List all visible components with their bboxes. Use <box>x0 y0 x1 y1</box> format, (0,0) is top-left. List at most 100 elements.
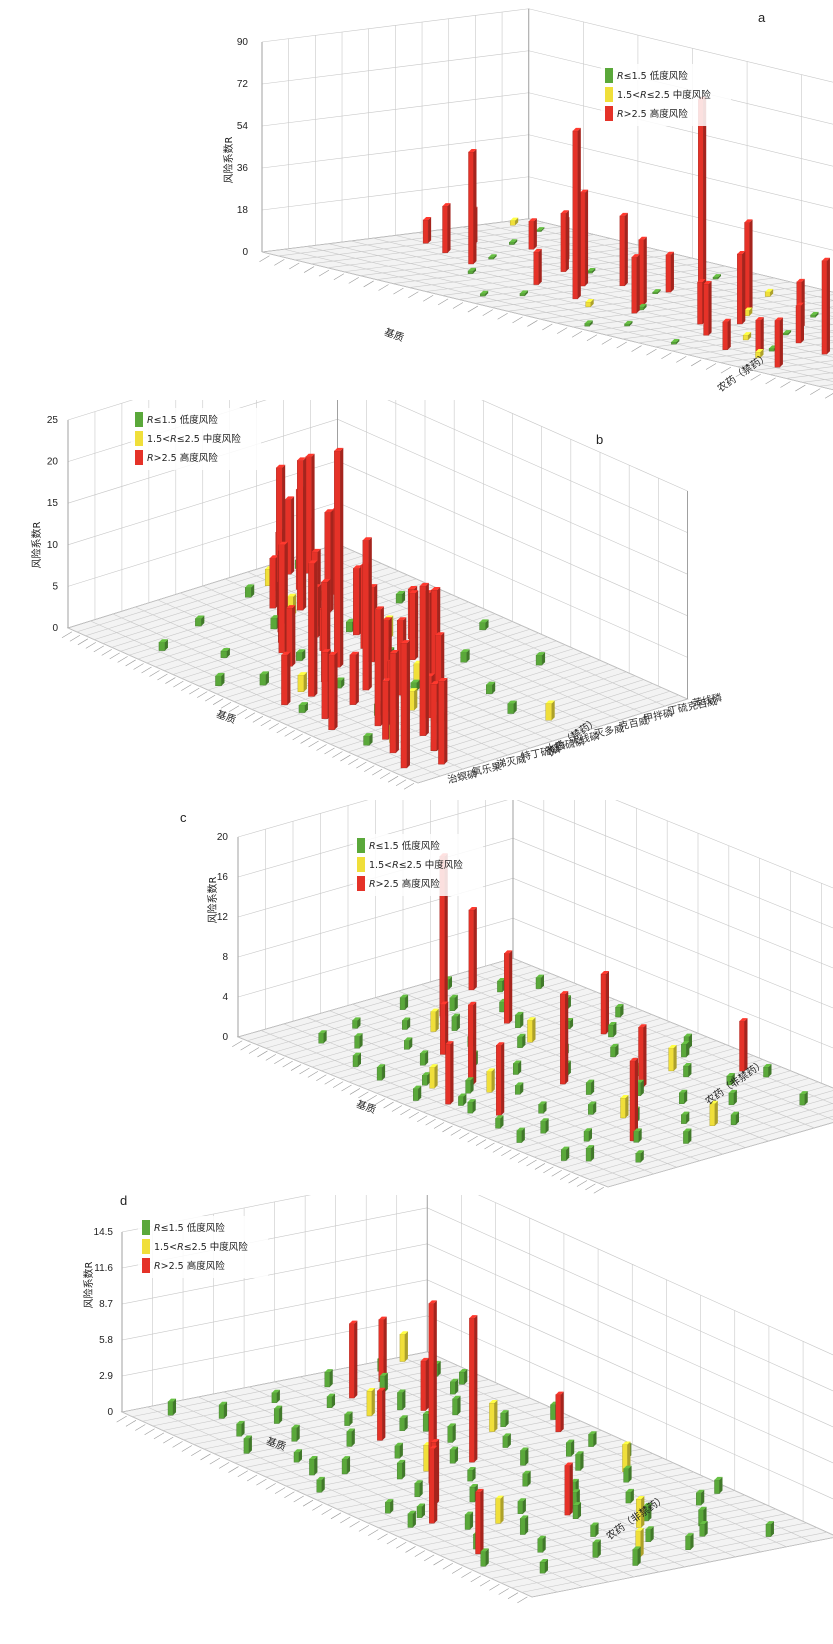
x-category-tick <box>268 723 279 730</box>
bar-top-face <box>321 579 331 583</box>
bar-side-face <box>419 1480 423 1497</box>
bar-side-face <box>566 1146 570 1161</box>
bar-front-face <box>395 593 403 604</box>
bar-top-face <box>259 671 269 675</box>
bar-side-face <box>298 1449 302 1463</box>
bar-top-face <box>495 1115 504 1119</box>
bar-side-face <box>340 447 344 668</box>
bar-front-face <box>516 1130 523 1143</box>
bar-side-face <box>449 976 452 990</box>
x-category-tick <box>586 334 598 342</box>
bar-high <box>722 318 731 350</box>
legend-label-mid: 1.5<R≤2.5 中度风险 <box>369 859 463 871</box>
x-category-tick <box>173 680 184 688</box>
bar-high <box>560 991 569 1085</box>
bar-low <box>395 590 406 604</box>
bar-front-face <box>376 1067 383 1081</box>
bar-low <box>404 1037 413 1050</box>
bar-top-face <box>633 1128 642 1132</box>
legend-swatch-mid <box>357 857 365 872</box>
x-category-tick <box>387 775 399 783</box>
bar-side-face <box>201 615 205 627</box>
x-category-tick <box>348 277 359 284</box>
bar-top-face <box>783 330 792 334</box>
bar-top-face <box>625 1488 634 1492</box>
bar-top-face <box>480 290 489 294</box>
legend-swatch-low <box>135 412 143 427</box>
bar-front-face <box>587 270 593 274</box>
bar-front-face <box>419 585 427 736</box>
x-category-tick <box>492 1146 504 1153</box>
bar-side-face <box>571 1439 575 1457</box>
legend-label-low: R≤1.5 低度风险 <box>147 414 218 426</box>
x-category-tick <box>200 1453 211 1461</box>
y-tick-label: 15 <box>47 498 59 509</box>
bar-top-face <box>515 1011 524 1015</box>
bar-top-face <box>420 1050 429 1054</box>
bar-front-face <box>297 674 305 693</box>
bar-low <box>296 649 306 661</box>
x-category-tick <box>482 309 493 316</box>
x-category-tick <box>289 262 300 270</box>
x-category-tick <box>467 1135 478 1143</box>
x-category-tick <box>316 744 327 751</box>
bar-front-face <box>468 1004 474 1086</box>
legend: R≤1.5 低度风险 1.5<R≤2.5 中度风险 R>2.5 高度风险 <box>138 1216 268 1278</box>
x-category-tick <box>442 1125 453 1133</box>
bar-top-face <box>636 1496 645 1500</box>
bar-front-face <box>324 1371 330 1388</box>
bar-front-face <box>420 1360 427 1411</box>
bar-top-face <box>684 1033 692 1037</box>
legend-swatch-high <box>135 450 143 465</box>
legend-label-high: R>2.5 高度风险 <box>369 878 440 890</box>
x-category-tick <box>780 381 791 388</box>
bar-top-face <box>285 496 295 500</box>
bar-top-face <box>378 1316 387 1320</box>
bar-low <box>624 320 633 327</box>
bar-front-face <box>296 652 303 661</box>
bar-front-face <box>810 314 816 318</box>
x-category-tick <box>395 779 407 786</box>
bar-low <box>635 1150 644 1163</box>
bar-mid <box>366 1388 375 1417</box>
x-category-tick <box>358 1525 370 1532</box>
bar-low <box>535 652 546 666</box>
bar-front-face <box>385 1501 391 1514</box>
bar-low <box>376 1064 386 1081</box>
bar-side-face <box>437 1360 441 1377</box>
bar-low <box>726 1073 735 1086</box>
bar-side-face <box>291 496 295 575</box>
bar-top-face <box>765 1521 774 1525</box>
bar-mid <box>430 1008 439 1032</box>
bar-top-face <box>442 203 451 207</box>
bar-front-face <box>668 1047 674 1072</box>
bar-top-face <box>195 615 205 619</box>
bar-side-face <box>466 649 470 663</box>
floor-grid-line <box>292 557 643 714</box>
bar-front-face <box>158 642 166 651</box>
bar-front-face <box>681 1114 687 1124</box>
bar-side-face <box>501 1042 505 1116</box>
bar-side-face <box>493 254 497 260</box>
bar-high <box>422 216 432 244</box>
floor-grid-line <box>67 627 419 784</box>
bar-front-face <box>460 652 467 663</box>
x-category-tick <box>153 1432 165 1440</box>
bar-high <box>737 250 746 325</box>
bar-side-face <box>464 1368 468 1385</box>
bar-side-face <box>768 1064 772 1078</box>
floor-grid-line <box>90 620 441 777</box>
bar-side-face <box>473 267 477 274</box>
bar-top-face <box>696 1489 705 1493</box>
bar-side-face <box>589 1128 592 1142</box>
bar-top-face <box>447 1423 456 1427</box>
x-category-tick <box>181 684 192 691</box>
bar-top-face <box>755 349 764 353</box>
x-category-tick <box>467 305 479 313</box>
x-category-tick <box>497 312 508 320</box>
bar-low <box>460 649 470 663</box>
bar-low <box>679 1089 688 1104</box>
bar-front-face <box>631 256 637 314</box>
bar-low <box>316 1476 325 1493</box>
bar-low <box>243 1435 252 1454</box>
